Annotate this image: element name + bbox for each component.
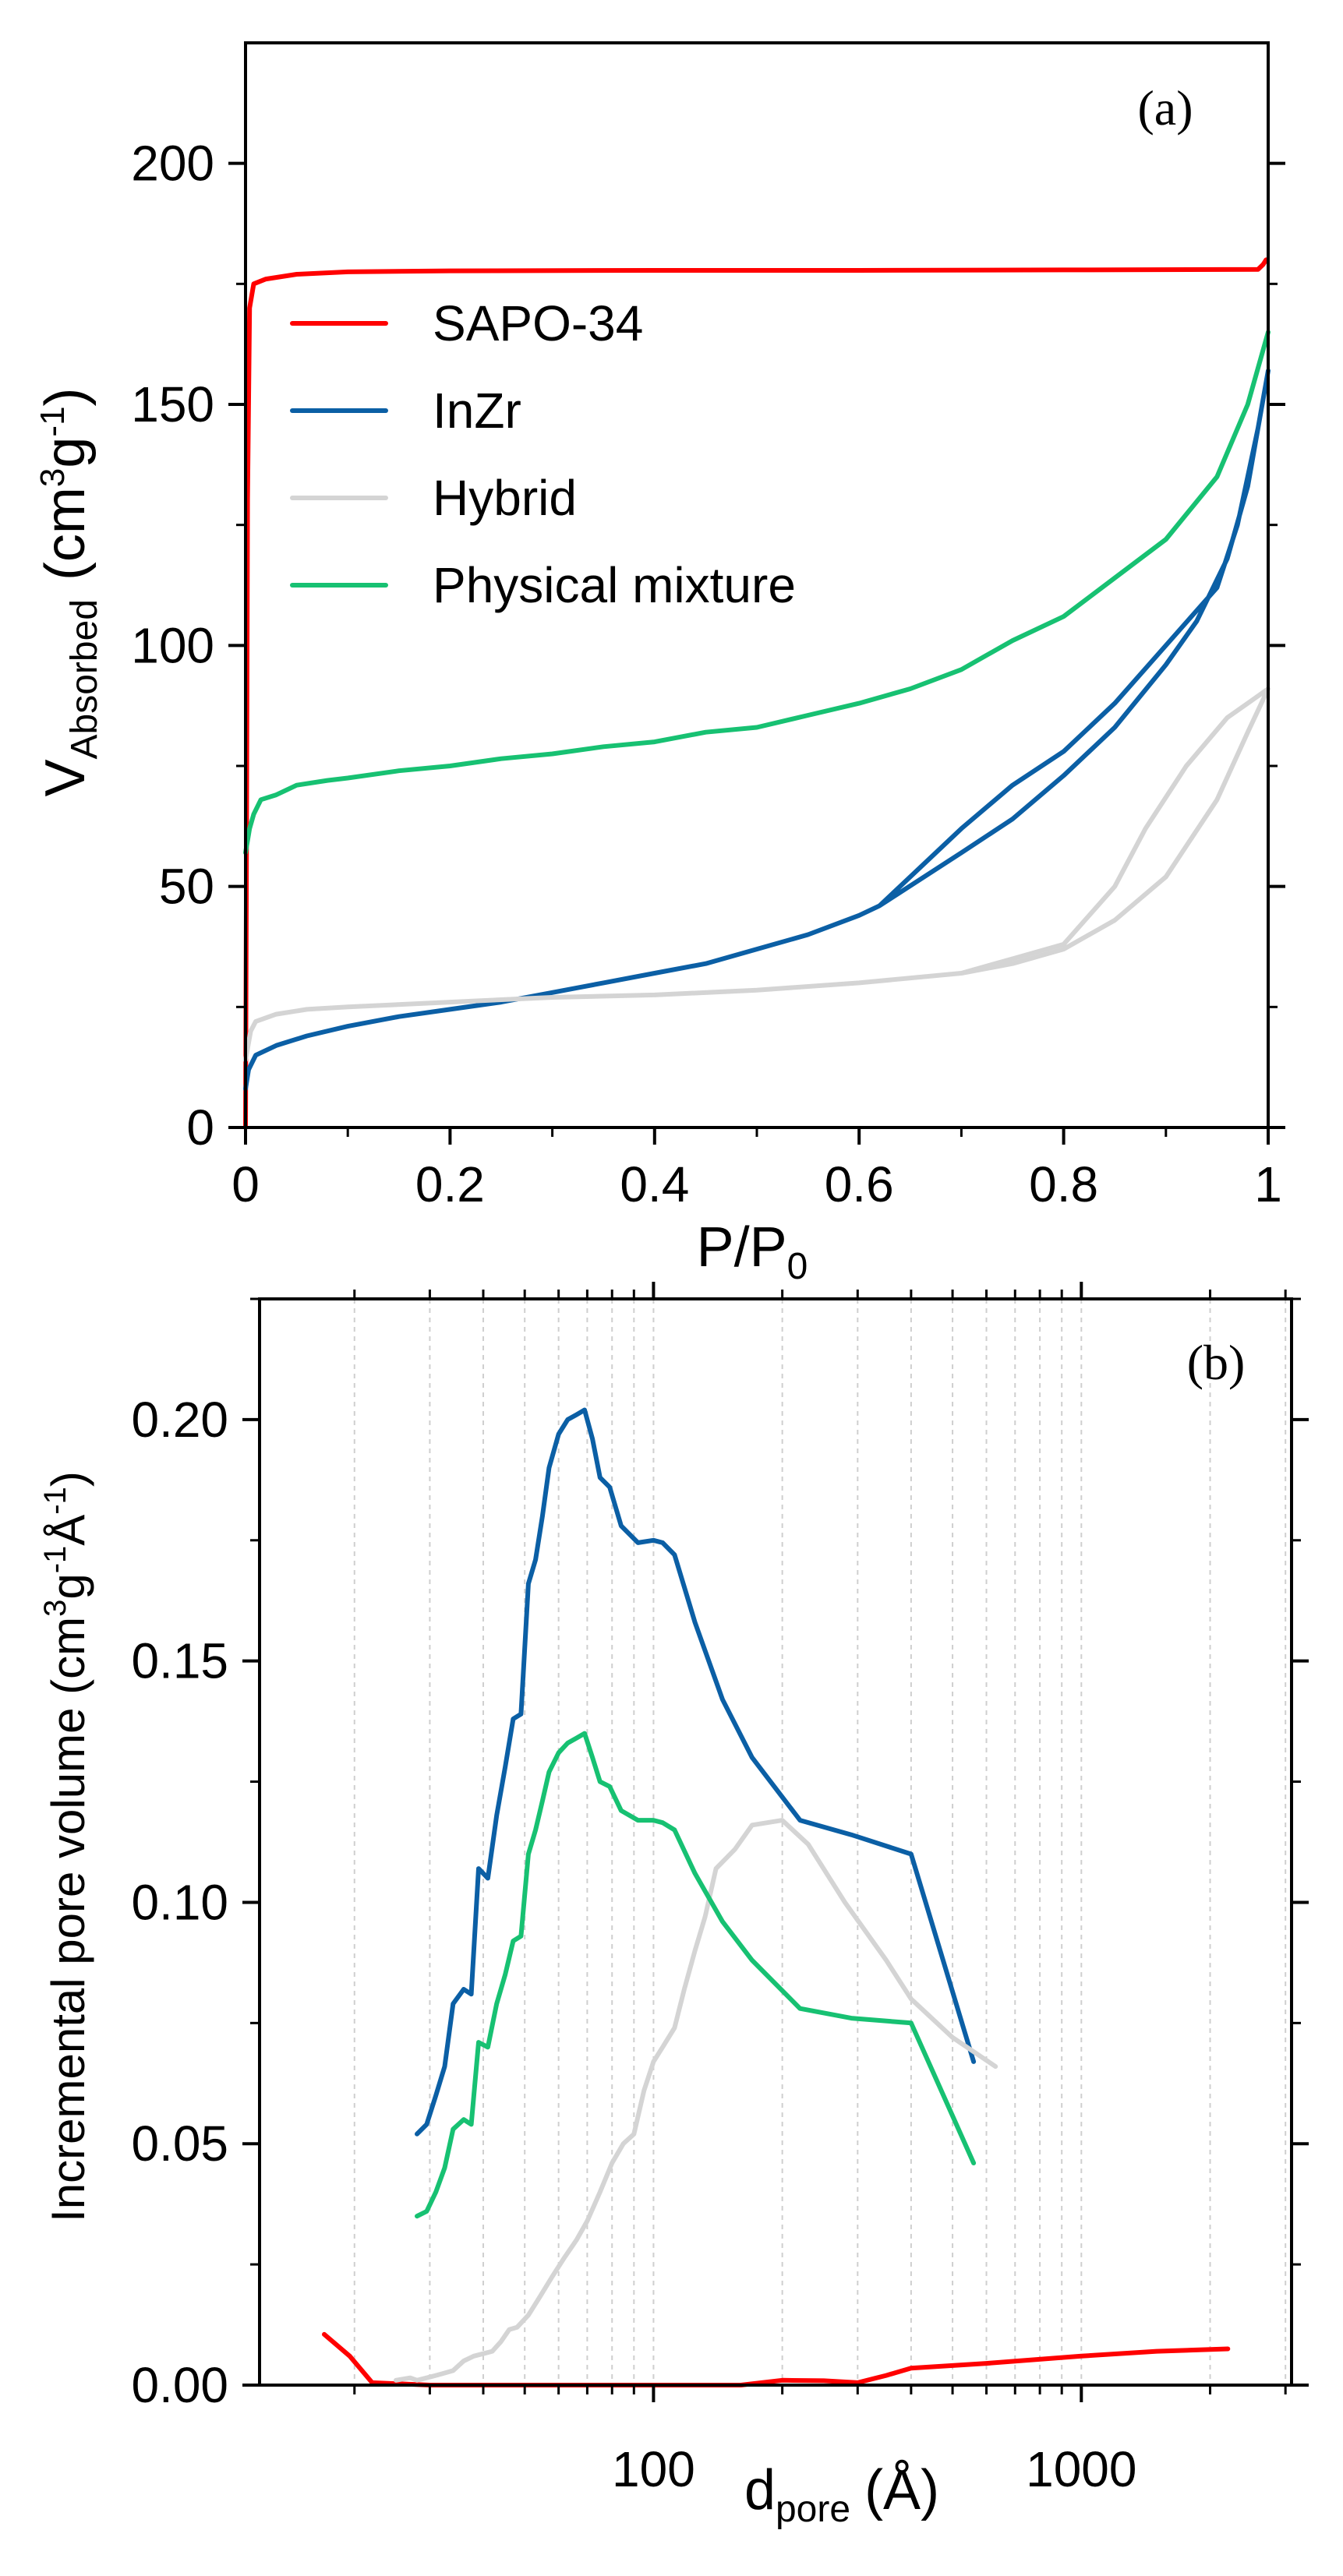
y-tick-label-200: 200 [131,136,214,192]
panel-a-legend: SAPO-34 InZr Hybrid Physical mixture [290,295,796,613]
panel-b-grid [353,1299,1287,2385]
y-tick-label-100: 100 [131,617,214,673]
series-line-physical-mixture [415,1731,977,2219]
panel-b-label: (b) [1187,1335,1246,1390]
series-line-hybrid [394,1818,998,2383]
x-tick-label-0-6: 0.6 [825,1156,894,1212]
y-tick-label-50: 50 [159,859,214,915]
legend-label-physical-mixture: Physical mixture [433,557,796,613]
y-title-g: g [34,437,97,468]
series-line-inzr [243,368,1271,1092]
panel-b-ticks: 100 1000 0.00 0.05 0.10 0.15 0.20 [131,1282,1309,2497]
y-title-sup-3: 3 [38,1600,72,1617]
y-title-close: ) [42,1471,94,1487]
y-tick-label-0: 0 [186,1099,214,1156]
y-title-angstrom: Å [42,1515,94,1546]
y-title-sup-minus1: -1 [34,406,72,436]
y-title-main: V [34,760,97,797]
y-tick-label-0-15: 0.15 [131,1633,228,1689]
x-tick-label-0-8: 0.8 [1029,1156,1098,1212]
y-title-units-open: (cm [34,487,97,580]
panel-b-y-axis-title: Incremental pore volume (cm3g-1Å-1) [38,1471,94,2222]
panel-a-x-axis-title: P/P0 [697,1216,808,1287]
x-title-main: d [744,2459,776,2521]
x-title-units: (Å) [864,2459,939,2521]
y-title-subscript: Absorbed [64,599,105,759]
panel-a-series-group [243,257,1271,1130]
y-tick-label-0-05: 0.05 [131,2115,228,2172]
x-title-subscript: 0 [787,1246,808,1287]
legend-label-sapo-34: SAPO-34 [433,295,643,351]
y-title-units-close: ) [34,387,97,406]
x-title-main: P/P [697,1216,787,1279]
y-title-g: g [42,1573,94,1599]
x-tick-label-0-2: 0.2 [415,1156,485,1212]
x-tick-label-1: 1 [1254,1156,1282,1212]
panel-b-pore-distribution-chart: 100 1000 0.00 0.05 0.10 0.15 0.20 (b) dpore (Å)… [38,1282,1309,2530]
x-tick-label-0: 0 [231,1156,260,1212]
panel-a-y-axis-title: VAbsorbed (cm3g-1) [34,387,105,796]
series-line-sapo-34 [243,257,1269,1130]
y-tick-label-0-10: 0.10 [131,1874,228,1930]
y-tick-label-0-20: 0.20 [131,1392,228,1448]
panel-a-ticks: 0 0.2 0.4 0.6 0.8 1 0 50 100 150 200 [131,136,1285,1212]
y-title-text: Incremental pore volume (cm [42,1617,94,2222]
y-title-sup-3: 3 [34,468,72,487]
x-title-subscript: pore [776,2489,850,2530]
series-line-physical-mixture [243,330,1271,856]
y-title-sup-minus1-b: -1 [38,1487,72,1515]
legend-label-hybrid: Hybrid [433,470,577,526]
y-title-sup-minus1: -1 [38,1546,72,1574]
panel-b-x-axis-title: dpore (Å) [744,2459,939,2530]
panel-a-label: (a) [1137,80,1193,136]
x-tick-label-1000: 1000 [1026,2441,1136,2497]
panel-b-plot-frame [258,1297,1293,2387]
series-line-inzr [415,1407,977,2137]
y-tick-label-150: 150 [131,376,214,432]
x-tick-label-0-4: 0.4 [620,1156,689,1212]
series-line-hybrid [243,686,1271,1063]
legend-label-inzr: InZr [433,383,521,439]
panel-a-isotherm-chart: 0 0.2 0.4 0.6 0.8 1 0 50 100 150 200 (a) SAPO-34 I… [34,41,1285,1287]
y-tick-label-0-00: 0.00 [131,2357,228,2413]
x-tick-label-100: 100 [612,2441,695,2497]
